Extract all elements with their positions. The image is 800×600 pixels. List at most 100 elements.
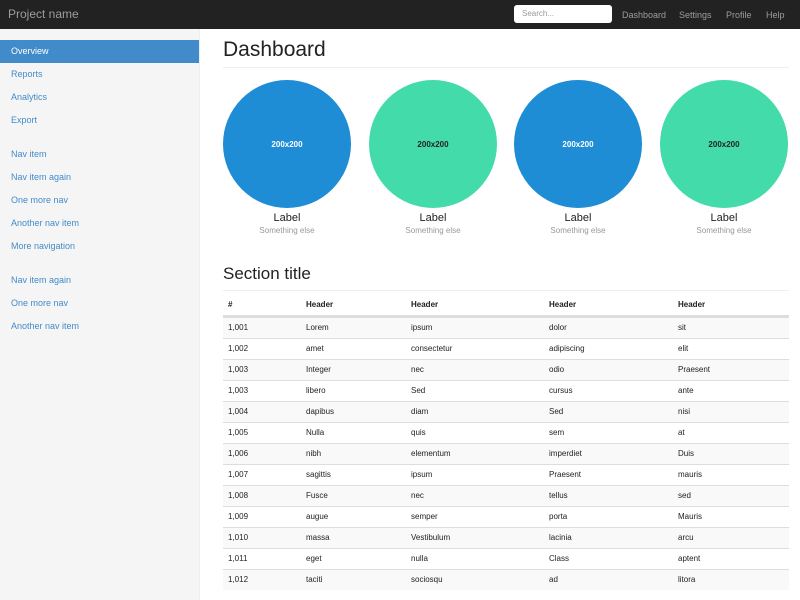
table-cell: nec xyxy=(411,491,424,500)
table-cell: Praesent xyxy=(678,365,711,374)
table-row: 1,001 Lorem ipsum dolor sit xyxy=(223,317,789,338)
nav-link[interactable]: Help xyxy=(766,10,785,20)
table-cell: massa xyxy=(306,533,330,542)
table-cell: taciti xyxy=(306,575,323,584)
table-cell: 1,005 xyxy=(228,428,249,437)
table-cell: Class xyxy=(549,554,570,563)
table-cell: elementum xyxy=(411,449,451,458)
sidebar-item[interactable]: One more nav xyxy=(11,195,69,205)
placeholder-caption: Something else xyxy=(696,226,752,235)
table-cell: nisi xyxy=(678,407,691,416)
table-cell: diam xyxy=(411,407,429,416)
table-cell: 1,002 xyxy=(228,344,249,353)
sidebar-item[interactable]: Nav item xyxy=(11,149,47,159)
table-cell: ipsum xyxy=(411,470,433,479)
table-row: 1,010 massa Vestibulum lacinia arcu xyxy=(223,527,789,548)
sidebar-item[interactable]: One more nav xyxy=(11,298,69,308)
table-cell: Nulla xyxy=(306,428,325,437)
placeholder-image: 200x200 xyxy=(514,80,642,208)
sidebar-item[interactable]: Overview xyxy=(0,40,199,63)
table-row: 1,007 sagittis ipsum Praesent mauris xyxy=(223,464,789,485)
table-row: 1,006 nibh elementum imperdiet Duis xyxy=(223,443,789,464)
table-cell: nibh xyxy=(306,449,322,458)
table-cell: dapibus xyxy=(306,407,335,416)
table-cell: consectetur xyxy=(411,344,453,353)
table-cell: cursus xyxy=(549,386,573,395)
table-cell: odio xyxy=(549,365,565,374)
table-row: 1,003 libero Sed cursus ante xyxy=(223,380,789,401)
nav-link[interactable]: Profile xyxy=(726,10,752,20)
table-cell: sed xyxy=(678,491,691,500)
search-input[interactable]: Search... xyxy=(514,5,612,23)
table-cell: at xyxy=(678,428,685,437)
table-cell: 1,011 xyxy=(228,554,248,563)
table-row: 1,009 augue semper porta Mauris xyxy=(223,506,789,527)
sidebar-item[interactable]: Reports xyxy=(11,69,43,79)
table-cell: 1,007 xyxy=(228,470,249,479)
section-title: Section title xyxy=(223,264,311,283)
sidebar-item[interactable]: Another nav item xyxy=(11,218,80,228)
table-cell: imperdiet xyxy=(549,449,582,458)
sidebar: Overview Reports Analytics Export Nav item Na… xyxy=(0,29,200,600)
placeholder-image: 200x200 xyxy=(223,80,351,208)
table-cell: Integer xyxy=(306,365,331,374)
table-cell: 1,008 xyxy=(228,491,249,500)
placeholder-label: Label xyxy=(564,212,592,224)
table-row: 1,008 Fusce nec tellus sed xyxy=(223,485,789,506)
placeholder-label: Label xyxy=(419,212,447,224)
sidebar-item[interactable]: Analytics xyxy=(11,92,48,102)
sidebar-item[interactable]: Nav item again xyxy=(11,275,72,285)
placeholder-image: 200x200 xyxy=(660,80,788,208)
table-cell: libero xyxy=(306,386,326,395)
table-cell: quis xyxy=(411,428,426,437)
table-row: 1,003 Integer nec odio Praesent xyxy=(223,359,789,380)
table-row: 1,005 Nulla quis sem at xyxy=(223,422,789,443)
table-cell: Duis xyxy=(678,449,695,458)
navbar: Project name Search... Dashboard Settings… xyxy=(0,0,800,29)
nav-link[interactable]: Settings xyxy=(679,10,712,20)
table-cell: semper xyxy=(411,512,438,521)
table-cell: lacinia xyxy=(549,533,572,542)
table-cell: elit xyxy=(678,344,689,353)
table-cell: nec xyxy=(411,365,424,374)
table-cell: porta xyxy=(549,512,568,521)
table-cell: 1,006 xyxy=(228,449,249,458)
divider xyxy=(223,67,789,68)
table-cell: 1,001 xyxy=(228,323,249,332)
table-cell: 1,012 xyxy=(228,575,249,584)
table-header: Header xyxy=(411,300,439,309)
table-cell: sociosqu xyxy=(411,575,443,584)
page-title: Dashboard xyxy=(223,38,326,61)
table-row: 1,011 eget nulla Class aptent xyxy=(223,548,789,569)
table-cell: eget xyxy=(306,554,322,563)
table-cell: tellus xyxy=(549,491,568,500)
brand[interactable]: Project name xyxy=(8,7,79,21)
table-cell: 1,009 xyxy=(228,512,249,521)
table-cell: ante xyxy=(678,386,694,395)
table-cell: Lorem xyxy=(306,323,329,332)
table-cell: Sed xyxy=(411,386,426,395)
sidebar-item[interactable]: Another nav item xyxy=(11,321,80,331)
table-header: Header xyxy=(306,300,334,309)
table-header: Header xyxy=(678,300,706,309)
table-cell: ipsum xyxy=(411,323,433,332)
table-cell: amet xyxy=(306,344,324,353)
placeholder-caption: Something else xyxy=(259,226,315,235)
table-cell: dolor xyxy=(549,323,567,332)
table-cell: mauris xyxy=(678,470,703,479)
placeholder-caption: Something else xyxy=(550,226,606,235)
nav-link[interactable]: Dashboard xyxy=(622,10,667,20)
placeholder-image: 200x200 xyxy=(369,80,497,208)
sidebar-item[interactable]: Nav item again xyxy=(11,172,72,182)
table-header: # xyxy=(228,300,233,309)
sidebar-item[interactable]: Export xyxy=(11,115,38,125)
table-header: Header xyxy=(549,300,577,309)
table-cell: Fusce xyxy=(306,491,328,500)
placeholder-caption: Something else xyxy=(405,226,461,235)
table-cell: Mauris xyxy=(678,512,703,521)
table-cell: sem xyxy=(549,428,565,437)
table-row: 1,012 taciti sociosqu ad litora xyxy=(223,569,789,590)
table-cell: sit xyxy=(678,323,686,332)
sidebar-item[interactable]: More navigation xyxy=(11,241,76,251)
